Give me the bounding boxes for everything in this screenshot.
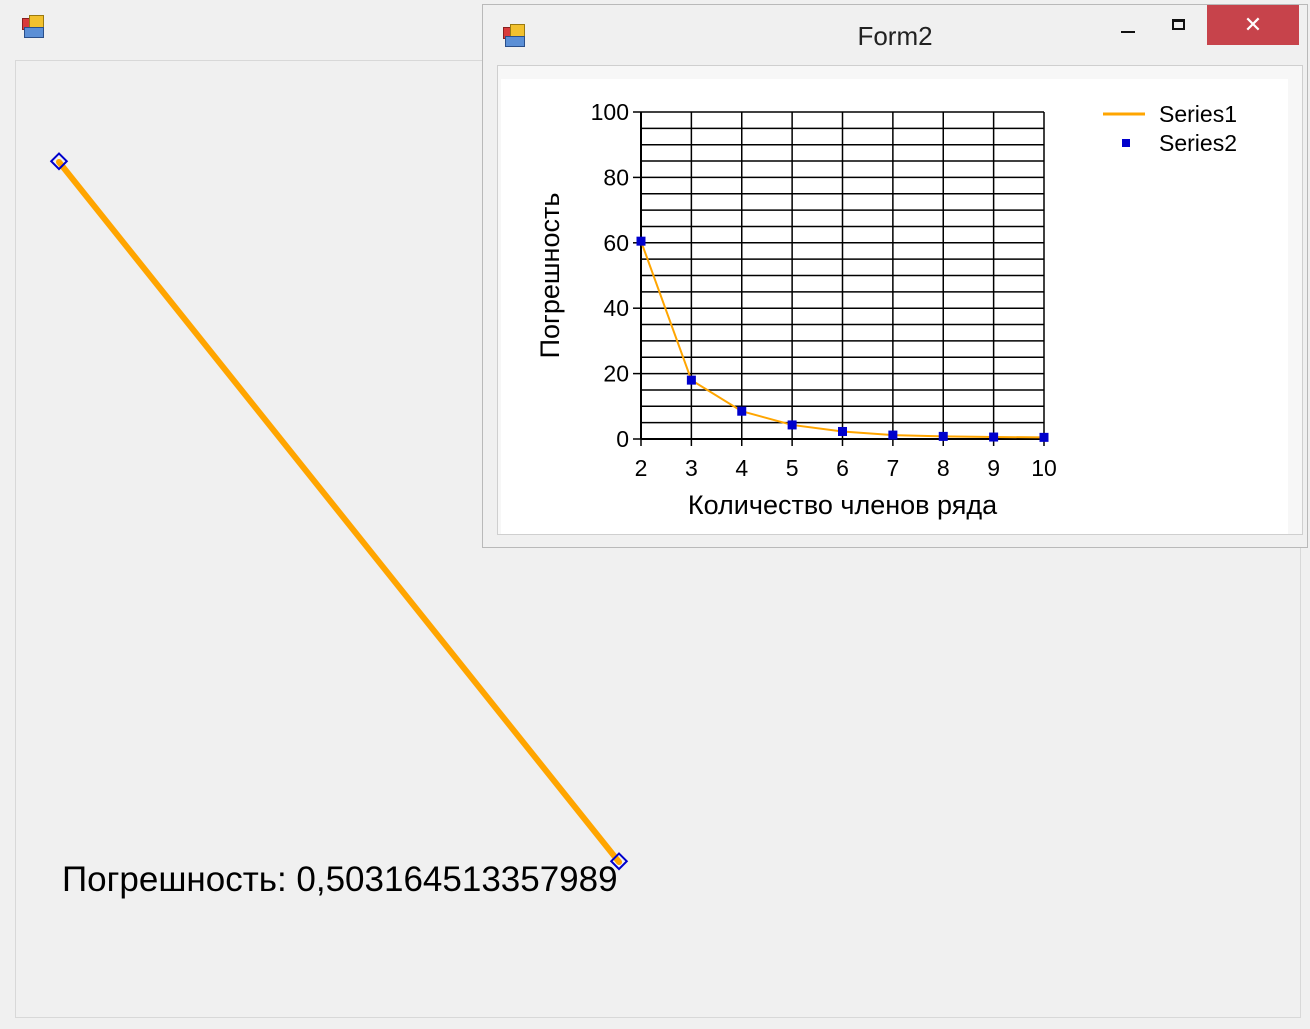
series2-point [838, 426, 847, 436]
x-tick-label: 5 [786, 455, 799, 481]
x-tick-label: 6 [836, 455, 849, 481]
y-tick-label: 100 [591, 99, 629, 125]
series2-point [686, 375, 696, 385]
series2-point [938, 431, 948, 441]
y-tick-label: 80 [603, 164, 629, 190]
main-line-plot [49, 152, 629, 871]
series2-point [787, 420, 797, 430]
main-series-marker-start [49, 152, 69, 171]
chart-frame: 0 20 40 60 80 100 2 3 4 5 6 7 8 9 10 Количество членов … [497, 65, 1303, 535]
legend-series2-label: Series2 [1159, 130, 1237, 156]
legend-series2-swatch [1122, 139, 1130, 147]
x-tick-label: 9 [987, 455, 1000, 481]
error-chart: 0 20 40 60 80 100 2 3 4 5 6 7 8 9 10 Количество членов … [535, 99, 1237, 520]
x-tick-label: 3 [685, 455, 698, 481]
y-axis-title: Погрешность [535, 193, 565, 359]
minimize-button[interactable] [1103, 5, 1153, 45]
series2-point [636, 236, 646, 246]
y-tick-label: 60 [603, 230, 629, 256]
x-tick-label: 8 [937, 455, 950, 481]
y-tick-label: 40 [603, 295, 629, 321]
chart-area: 0 20 40 60 80 100 2 3 4 5 6 7 8 9 10 Количество членов … [501, 79, 1288, 534]
x-tick-label: 10 [1031, 455, 1057, 481]
form2-window[interactable]: Form2 ✕ 0 20 40 60 80 100 2 3 4 5 6 7 8 9 10 Количество… [482, 4, 1308, 548]
series2-point [1039, 432, 1049, 442]
app-icon[interactable] [501, 23, 529, 49]
series2-point [888, 430, 898, 440]
main-series-marker-end [609, 852, 629, 871]
main-series-line [56, 159, 622, 865]
error-label: Погрешность: 0,503164513357989 [62, 860, 618, 899]
close-button[interactable]: ✕ [1207, 5, 1299, 45]
app-icon[interactable] [20, 14, 48, 40]
close-icon: ✕ [1243, 12, 1263, 37]
maximize-button[interactable] [1153, 5, 1205, 45]
x-tick-label: 7 [886, 455, 899, 481]
y-tick-label: 20 [603, 361, 629, 387]
series2-point [989, 432, 999, 442]
x-tick-label: 4 [735, 455, 748, 481]
y-tick-label: 0 [616, 426, 629, 452]
x-tick-label: 2 [635, 455, 648, 481]
series2-point [737, 406, 747, 416]
legend-series1-label: Series1 [1159, 101, 1237, 127]
x-axis-title: Количество членов ряда [688, 490, 998, 520]
